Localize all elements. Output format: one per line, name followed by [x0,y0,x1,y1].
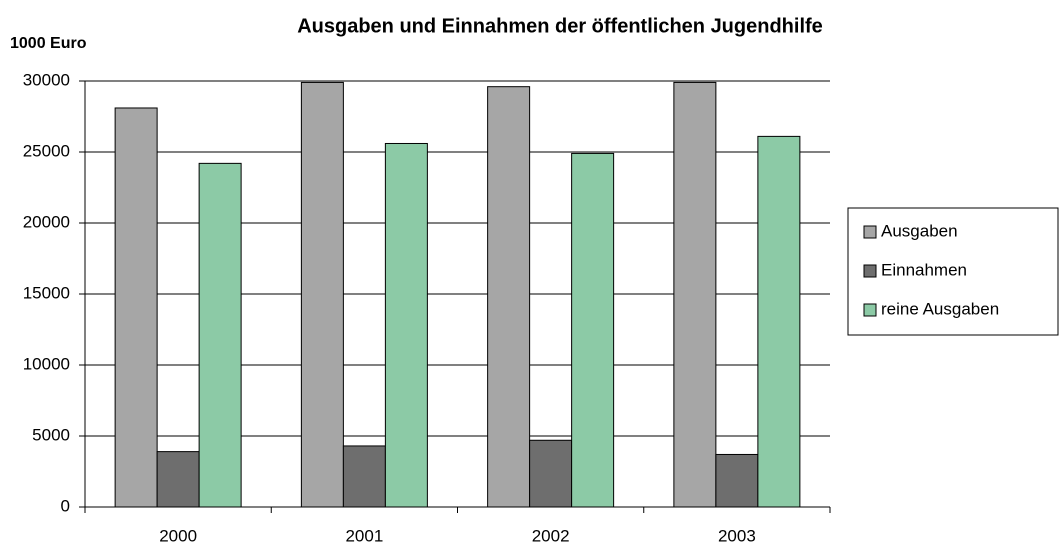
y-tick-label: 30000 [23,70,70,89]
legend-label: reine Ausgaben [881,299,999,318]
y-tick-label: 25000 [23,141,70,160]
legend-box [847,207,1059,336]
y-tick-label: 5000 [32,425,70,444]
chart-title: Ausgaben und Einnahmen der öffentlichen … [297,15,823,37]
bar [571,152,615,508]
x-tick-label: 2002 [532,526,570,545]
bar [114,107,158,508]
y-tick-label: 10000 [23,354,70,373]
bar [715,453,759,508]
legend-swatch [863,303,877,317]
bar [342,445,386,508]
bar [529,439,573,508]
y-axis-label: 1000 Euro [10,35,87,52]
legend-label: Ausgaben [881,221,958,240]
legend-swatch [863,225,877,239]
y-tick-label: 0 [61,496,70,515]
x-tick-label: 2003 [718,526,756,545]
y-tick-label: 20000 [23,212,70,231]
bar [757,135,801,508]
legend-label: Einnahmen [881,260,967,279]
bar [156,451,200,508]
y-tick-label: 15000 [23,283,70,302]
bar [673,81,717,508]
x-tick-label: 2001 [345,526,383,545]
legend-swatch [863,264,877,278]
bar [487,86,531,508]
x-tick-label: 2000 [159,526,197,545]
bar [198,162,242,508]
bar [384,142,428,508]
bar [300,81,344,508]
